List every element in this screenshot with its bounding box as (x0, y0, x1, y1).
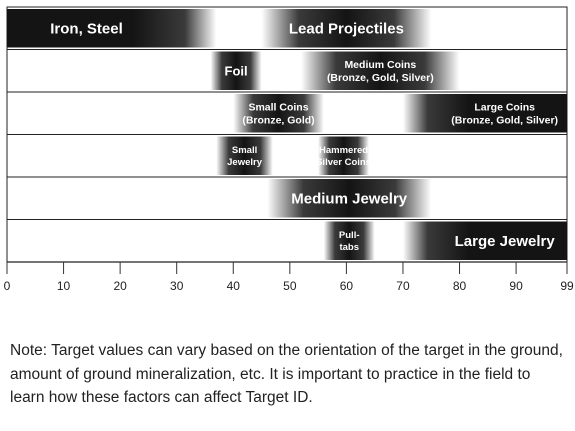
segment-large-coins-bronze-gold-silver (402, 94, 567, 133)
segment-label: Large Jewelry (455, 233, 556, 250)
x-tick-label: 0 (4, 279, 11, 293)
segment-label-line: Lead Projectiles (289, 21, 404, 38)
segment-hammered-silver-coins (318, 136, 370, 175)
segment-label: Small Jewelry (227, 145, 263, 168)
x-tick-label: 90 (509, 279, 523, 293)
x-tick-label: 40 (227, 279, 241, 293)
segment-label: Small Coins (Bronze, Gold) (242, 101, 314, 126)
segment-label: Foil (225, 63, 248, 78)
chart-svg: Iron, Steel Lead Projectiles Foil Medium Co… (4, 6, 574, 293)
segment-lead-projectiles (261, 9, 432, 48)
segment-label: Iron, Steel (50, 21, 123, 38)
segment-label-line: (Bronze, Gold) (242, 115, 314, 127)
segment-medium-jewelry (267, 179, 432, 218)
x-tick-label: 50 (283, 279, 297, 293)
note-text: Note: Target values can vary based on th… (10, 342, 563, 406)
segment-label-line: (Bronze, Gold, Silver) (327, 72, 434, 84)
segment-label-line: Hammered (319, 145, 368, 156)
segment-label-line: Small Coins (248, 101, 308, 113)
segment-label: Medium Jewelry (291, 191, 408, 208)
segment-medium-coins-bronze-gold-silver (301, 51, 460, 90)
segment-small-jewelry (216, 136, 273, 175)
x-tick-label: 80 (453, 279, 467, 293)
segment-foil (210, 51, 262, 90)
segment-large-jewelry (402, 221, 567, 260)
target-id-chart: Iron, Steel Lead Projectiles Foil Medium Co… (4, 6, 574, 293)
segment-label-line: Foil (225, 63, 248, 78)
segment-label-line: (Bronze, Gold, Silver) (451, 115, 558, 127)
x-tick-label: 60 (340, 279, 354, 293)
segment-label-line: Silver Coins (316, 157, 371, 168)
segment-label-line: Medium Jewelry (291, 191, 408, 208)
segment-label-line: Medium Coins (344, 59, 416, 71)
segment-pull-tabs (323, 221, 375, 260)
x-tick-label: 10 (57, 279, 71, 293)
x-tick-label: 20 (113, 279, 127, 293)
segment-label-line: Iron, Steel (50, 21, 123, 38)
segment-label: Large Coins (Bronze, Gold, Silver) (451, 101, 558, 126)
segment-label: Hammered Silver Coins (316, 145, 371, 168)
segment-label-line: Large Jewelry (455, 233, 556, 250)
segment-label: Medium Coins (Bronze, Gold, Silver) (327, 59, 434, 84)
segment-iron-steel (7, 9, 217, 48)
x-tick-label: 99 (560, 279, 574, 293)
segment-label-line: Jewelry (227, 157, 263, 168)
segment-label: Pull-tabs (339, 230, 360, 253)
row-frame (6, 134, 568, 178)
segment-label-line: Small (232, 145, 257, 156)
x-tick-label: 30 (170, 279, 184, 293)
segment-label-line: Large Coins (474, 101, 535, 113)
segment-small-coins-bronze-gold (233, 94, 324, 133)
segment-label-line: tabs (339, 242, 359, 253)
segment-label: Lead Projectiles (289, 21, 404, 38)
row-frame (6, 49, 568, 93)
segment-label-line: Pull- (339, 230, 360, 241)
x-tick-label: 70 (396, 279, 410, 293)
